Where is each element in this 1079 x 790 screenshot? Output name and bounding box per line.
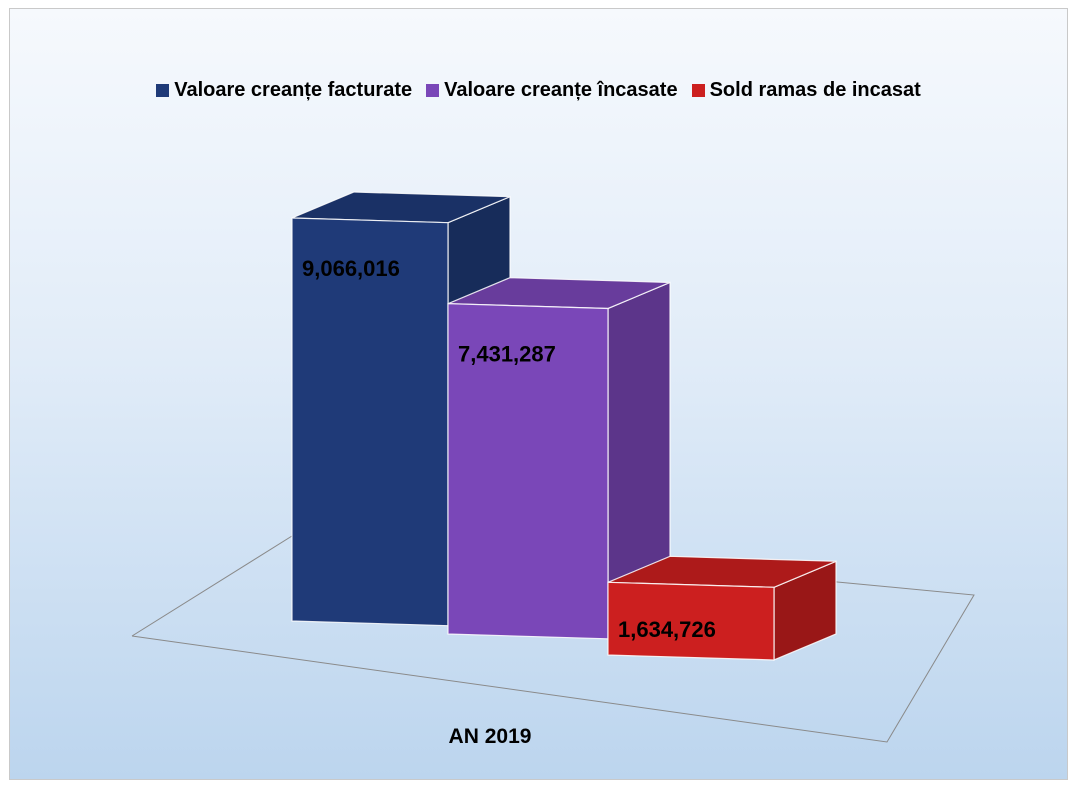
legend-label-sold: Sold ramas de incasat [709, 79, 921, 101]
bar-incasate [447, 277, 671, 640]
plot: 9,066,016 7,431,287 1,634,726 AN 2019 [131, 191, 975, 748]
legend-swatch-incasate [426, 84, 440, 97]
legend-swatch-sold [691, 84, 705, 97]
bar-front-incasate [447, 303, 609, 640]
bar-sold [607, 555, 837, 661]
chart-area: Valoare creanțe facturate Valoare creanț… [9, 8, 1068, 780]
legend-item-incasate: Valoare creanțe încasate [426, 79, 678, 102]
legend-label-facturate: Valoare creanțe facturate [174, 79, 413, 101]
legend-label-incasate: Valoare creanțe încasate [444, 79, 678, 101]
data-label-incasate: 7,431,287 [458, 342, 556, 367]
category-label: AN 2019 [449, 725, 532, 748]
bar-front-sold [607, 581, 775, 661]
legend-item-facturate: Valoare creanțe facturate [156, 79, 412, 102]
legend-item-sold: Sold ramas de incasat [691, 79, 921, 102]
legend-swatch-facturate [156, 84, 170, 97]
bar-group: 9,066,016 7,431,287 1,634,726 [291, 191, 837, 661]
data-label-facturate: 9,066,016 [302, 256, 400, 281]
bar-front-facturate [291, 217, 449, 627]
legend: Valoare creanțe facturate Valoare creanț… [10, 79, 1067, 102]
data-label-sold: 1,634,726 [618, 617, 716, 642]
floor-outline [131, 530, 975, 743]
